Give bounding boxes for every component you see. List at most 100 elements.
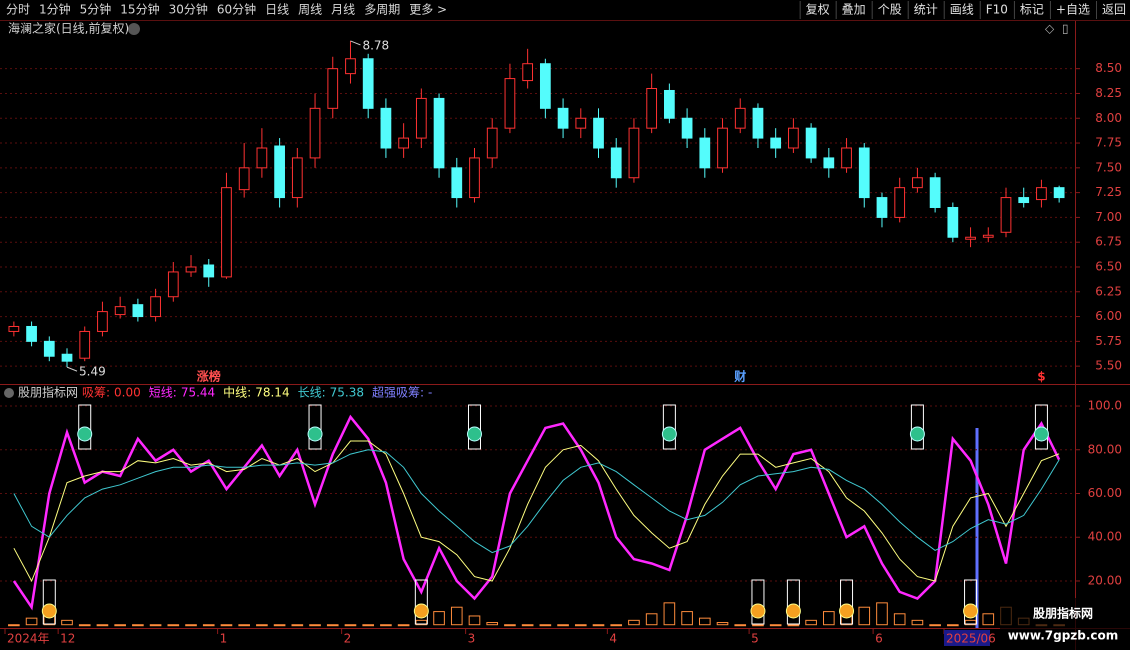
accumulation-bar (309, 624, 321, 627)
y-tick-label: 7.00 (1095, 210, 1122, 224)
sell-signal-box (308, 404, 322, 450)
toolbar-button[interactable]: F10 (986, 3, 1008, 17)
accumulation-bar (256, 624, 268, 627)
y-tick-label: 6.75 (1095, 235, 1122, 249)
accumulation-bar (610, 624, 623, 627)
buy-signal-icon (785, 603, 801, 619)
dropdown-icon[interactable] (128, 23, 140, 35)
candle-body (469, 157, 480, 199)
candle-body (185, 266, 197, 273)
accumulation-bar (628, 619, 640, 626)
candle-body (788, 127, 799, 149)
date-highlight (943, 630, 990, 646)
accumulation-bar (185, 624, 197, 627)
toolbar-tab[interactable]: 30分钟 (169, 2, 208, 17)
x-tick-label: 12 (60, 632, 75, 646)
sell-signal-icon (307, 426, 323, 442)
candle-body (132, 304, 144, 318)
indicator-title: 股朋指标网 (18, 385, 78, 400)
indicator-line (13, 449, 1060, 554)
candle-body (664, 89, 675, 119)
toolbar-tab[interactable]: 多周期 (364, 3, 400, 17)
candle-body (858, 147, 870, 199)
candle-body (823, 157, 835, 169)
candle-body (646, 88, 658, 129)
accumulation-bar (716, 622, 729, 626)
candle-body (1018, 197, 1030, 204)
y-tick-label: 5.75 (1095, 334, 1122, 348)
accumulation-bar (132, 624, 144, 627)
candle-body (61, 353, 73, 362)
toolbar-button[interactable]: 画线 (950, 3, 974, 17)
sell-signal-icon (77, 426, 93, 442)
accumulation-bar (344, 624, 357, 627)
watermark-box (1000, 598, 1130, 650)
legend-label: 中线: (223, 385, 251, 400)
candle-body (557, 107, 569, 129)
buy-signal-box (964, 579, 978, 625)
candle-body (805, 127, 817, 159)
accumulation-bar (574, 624, 587, 627)
accumulation-bar (645, 613, 658, 626)
accumulation-bar (752, 624, 764, 627)
sell-signal-icon (909, 426, 925, 442)
accumulation-bar (96, 624, 109, 627)
toolbar-button[interactable]: +自选 (1056, 3, 1090, 17)
panel-icon[interactable]: ▯ (1062, 22, 1069, 36)
accumulation-bar (291, 624, 304, 627)
accumulation-bar (734, 624, 747, 627)
candle-body (770, 137, 782, 149)
sell-signal-box (78, 404, 92, 450)
buy-signal-box (751, 579, 765, 625)
sell-signal-icon (1033, 426, 1049, 442)
candle-body (628, 127, 640, 179)
toolbar-tab[interactable]: 1分钟 (39, 2, 71, 17)
toolbar-button[interactable]: 个股 (878, 3, 902, 17)
candle-body (79, 330, 91, 359)
accumulation-bar (805, 619, 817, 626)
candle-body (734, 107, 746, 129)
diamond-icon[interactable]: ◇ (1045, 22, 1055, 36)
candle-body (1053, 187, 1065, 199)
toolbar-tab[interactable]: 15分钟 (120, 2, 159, 17)
toolbar-button[interactable]: 标记 (1020, 3, 1044, 17)
toolbar-tab[interactable]: 日线 (265, 3, 289, 17)
toolbar-tab[interactable]: 更多 > (409, 3, 447, 17)
sell-signal-icon (466, 426, 482, 442)
candle-body (433, 97, 445, 169)
toolbar-tab[interactable]: 5分钟 (80, 2, 112, 17)
toolbar-tab[interactable]: 分时 (6, 3, 30, 17)
toolbar-tab[interactable]: 月线 (331, 3, 355, 17)
accumulation-bar (964, 619, 977, 626)
candle-body (539, 63, 551, 109)
buy-signal-box (786, 579, 800, 625)
accumulation-bar (947, 624, 959, 627)
accumulation-bar (698, 617, 711, 626)
accumulation-bar (787, 624, 800, 627)
candle-body (309, 107, 321, 159)
toolbar-button[interactable]: 统计 (914, 3, 938, 17)
toolbar-tab[interactable]: 60分钟 (217, 2, 256, 17)
candle-body (610, 147, 622, 179)
accumulation-bar (273, 624, 286, 627)
legend-label: 长线: (298, 386, 326, 400)
y-tick-label: 6.50 (1095, 259, 1122, 273)
candle-body (43, 340, 55, 357)
accumulation-bar (876, 602, 888, 626)
toolbar-button[interactable]: 叠加 (842, 3, 866, 17)
toolbar-tab[interactable]: 周线 (298, 3, 322, 17)
sell-signal-box (467, 404, 481, 450)
candle-body (752, 107, 764, 139)
accumulation-bar (557, 624, 569, 627)
legend-value: 0.00 (114, 386, 141, 400)
x-tick-label: 3 (468, 632, 476, 646)
accumulation-bar (468, 615, 481, 626)
toolbar-button[interactable]: 返回 (1102, 3, 1126, 17)
max-pointer (350, 40, 361, 46)
indicator-legend: 吸筹: 0.00 短线: 75.44 中线: 78.14 长线: 75.38 超强吸筹: - (82, 385, 432, 400)
toolbar-button[interactable]: 复权 (806, 3, 830, 17)
indicator-icon[interactable] (4, 388, 14, 398)
x-tick-label: 2 (344, 632, 352, 646)
candle-body (26, 325, 37, 342)
candle-body (912, 177, 923, 189)
